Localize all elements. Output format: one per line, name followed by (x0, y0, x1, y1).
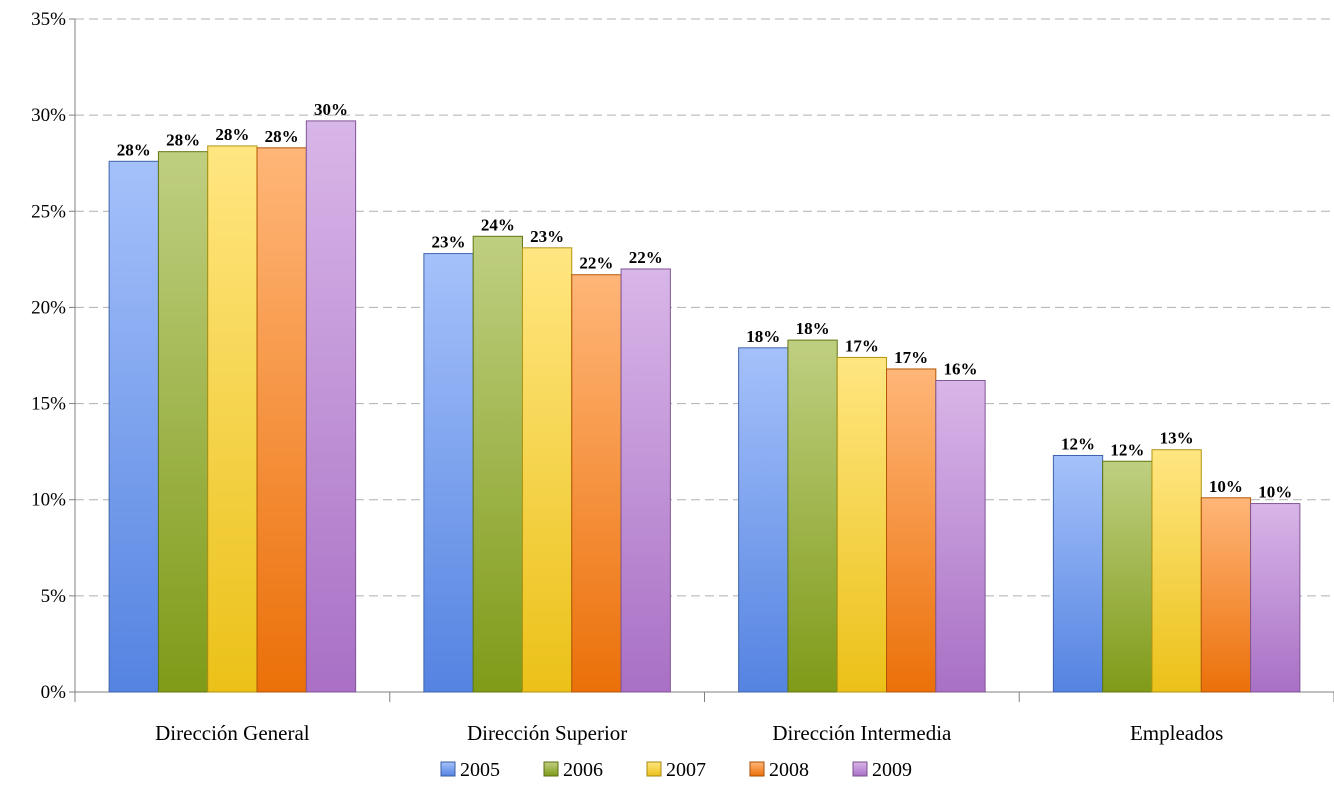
y-tick-label: 15% (31, 394, 66, 415)
bar-2005-3 (1052, 454, 1104, 693)
data-label: 10% (1258, 483, 1292, 502)
data-label: 16% (943, 359, 977, 378)
legend-label: 2007 (666, 759, 706, 781)
bar-2007-0 (207, 145, 258, 693)
y-tick-label: 5% (41, 586, 67, 607)
x-category-label: Dirección Superior (467, 721, 627, 745)
x-category-label: Empleados (1130, 721, 1223, 745)
data-label: 28% (166, 131, 200, 150)
x-category-label: Dirección Intermedia (772, 721, 952, 745)
bar-2007-1 (521, 247, 573, 693)
y-tick-label: 0% (41, 682, 67, 703)
data-label: 28% (117, 140, 151, 159)
data-label: 30% (314, 100, 348, 119)
bar-2008-3 (1200, 497, 1252, 693)
bar-2009-1 (620, 268, 671, 693)
bar-2008-0 (256, 147, 307, 693)
data-label: 22% (579, 254, 613, 273)
data-label: 13% (1160, 429, 1194, 448)
data-label: 12% (1110, 440, 1144, 459)
legend-swatch (852, 761, 868, 777)
data-label: 23% (432, 233, 466, 252)
legend-label: 2006 (563, 759, 603, 781)
x-category-label: Dirección General (155, 721, 310, 745)
data-label: 10% (1209, 477, 1243, 496)
data-label: 17% (845, 336, 879, 355)
bars (108, 120, 1301, 693)
axes: 0% 5% 10% 15% 20% 25% 30% 35% Dirección General D… (31, 9, 1334, 745)
data-label: 24% (481, 215, 515, 234)
legend: 2005 2006 2007 2008 2009 (440, 759, 912, 781)
data-label: 23% (530, 227, 564, 246)
bar-2005-2 (738, 347, 789, 693)
y-tick-label: 20% (31, 297, 66, 318)
legend-label: 2005 (460, 759, 500, 781)
bar-2006-0 (157, 151, 209, 693)
data-label: 18% (746, 327, 780, 346)
data-label: 28% (215, 125, 249, 144)
bar-2005-1 (423, 253, 474, 693)
legend-swatch (440, 761, 456, 777)
data-label: 17% (894, 348, 928, 367)
bar-2009-0 (305, 120, 357, 693)
y-tick-label: 30% (31, 105, 66, 126)
bar-2006-1 (472, 235, 523, 693)
legend-label: 2008 (769, 759, 809, 781)
data-labels: 28% 28% 28% 28% 30% 23% 24% 23% 22% 22% 18% 18% 17% 1… (117, 100, 1292, 502)
data-label: 12% (1061, 434, 1095, 453)
bar-2007-3 (1151, 449, 1202, 693)
legend-swatch (749, 761, 765, 777)
bar-2005-0 (108, 160, 159, 693)
y-tick-label: 25% (31, 201, 66, 222)
data-label: 18% (796, 319, 830, 338)
bar-2006-3 (1102, 460, 1153, 693)
legend-swatch (646, 761, 662, 777)
legend-label: 2009 (872, 759, 912, 781)
bar-2008-2 (886, 368, 937, 693)
legend-swatch (543, 761, 559, 777)
bar-2009-3 (1250, 503, 1301, 693)
bar-2007-2 (836, 356, 888, 693)
y-tick-label: 10% (31, 490, 66, 511)
bar-2009-2 (935, 379, 986, 693)
data-label: 28% (265, 127, 299, 146)
y-tick-label: 35% (31, 9, 66, 30)
bar-2006-2 (787, 339, 838, 693)
bar-2008-1 (571, 274, 622, 693)
data-label: 22% (629, 248, 663, 267)
